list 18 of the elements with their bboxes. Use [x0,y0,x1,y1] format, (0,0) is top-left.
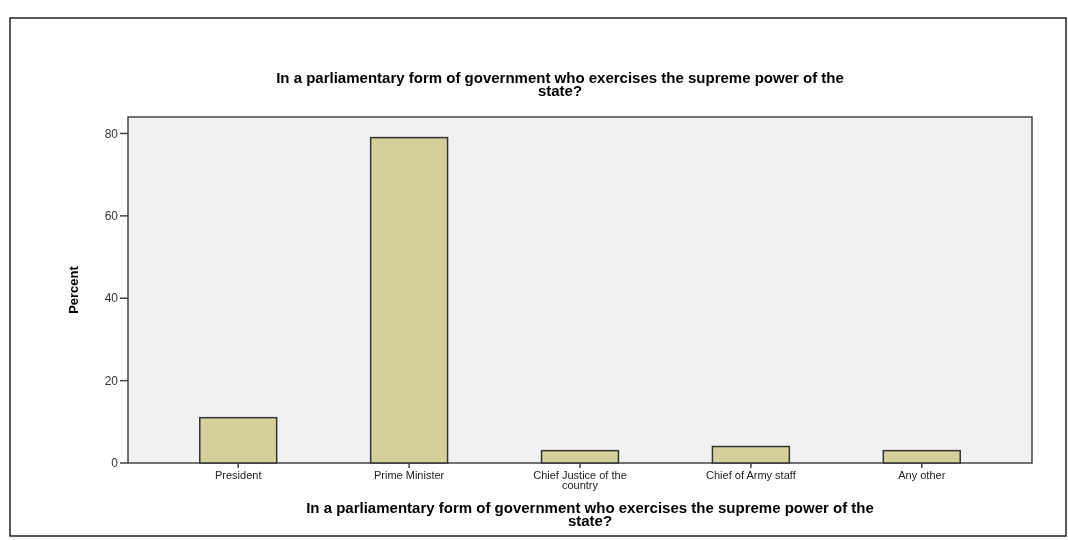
y-tick-label: 20 [104,373,119,388]
y-tick-label: 60 [104,209,119,224]
bar [882,449,961,464]
x-tick-label: President [214,469,262,481]
bar [540,449,620,464]
x-tick-label: Chief Justice of the country [533,469,627,491]
chart-title: In a parliamentary form of government who exercises the supreme power of the state? [276,69,844,99]
x-tick-label: Any other [898,469,946,481]
y-tick-label: 0 [111,456,119,471]
x-axis-title: In a parliamentary form of government who exercises the supreme power of the state? [306,499,874,529]
x-tick-label: Prime Minister [373,469,445,481]
y-tick-label: 40 [104,291,119,306]
bar [199,416,278,464]
bar [711,445,791,464]
bar [369,136,449,464]
y-tick-label: 80 [104,126,119,141]
y-axis-title: Percent [66,265,81,314]
x-tick-label: Chief of Army staff [706,469,797,481]
